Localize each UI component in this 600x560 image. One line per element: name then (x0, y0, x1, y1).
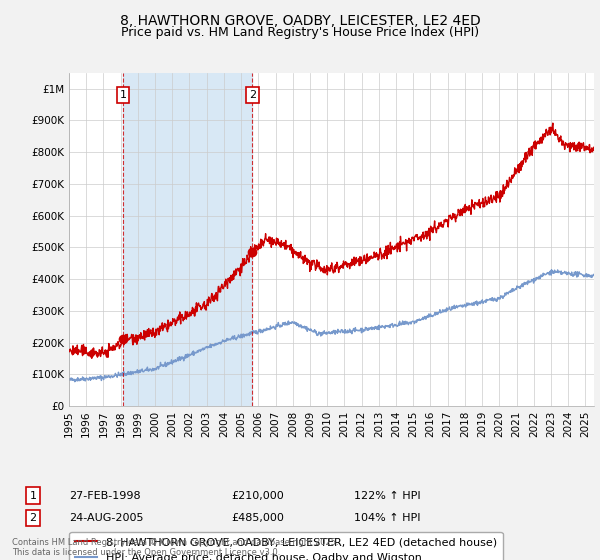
Text: 122% ↑ HPI: 122% ↑ HPI (354, 491, 421, 501)
Legend: 8, HAWTHORN GROVE, OADBY, LEICESTER, LE2 4ED (detached house), HPI: Average pric: 8, HAWTHORN GROVE, OADBY, LEICESTER, LE2… (70, 531, 503, 560)
Text: 2: 2 (249, 90, 256, 100)
Text: £485,000: £485,000 (231, 513, 284, 523)
Text: £210,000: £210,000 (231, 491, 284, 501)
Text: Contains HM Land Registry data © Crown copyright and database right 2025.
This d: Contains HM Land Registry data © Crown c… (12, 538, 338, 557)
Text: 24-AUG-2005: 24-AUG-2005 (69, 513, 143, 523)
Text: 27-FEB-1998: 27-FEB-1998 (69, 491, 140, 501)
Text: 2: 2 (29, 513, 37, 523)
Text: 104% ↑ HPI: 104% ↑ HPI (354, 513, 421, 523)
Text: 1: 1 (29, 491, 37, 501)
Text: 1: 1 (120, 90, 127, 100)
Bar (123, 73, 253, 406)
Text: Price paid vs. HM Land Registry's House Price Index (HPI): Price paid vs. HM Land Registry's House … (121, 26, 479, 39)
Text: 8, HAWTHORN GROVE, OADBY, LEICESTER, LE2 4ED: 8, HAWTHORN GROVE, OADBY, LEICESTER, LE2… (119, 14, 481, 28)
